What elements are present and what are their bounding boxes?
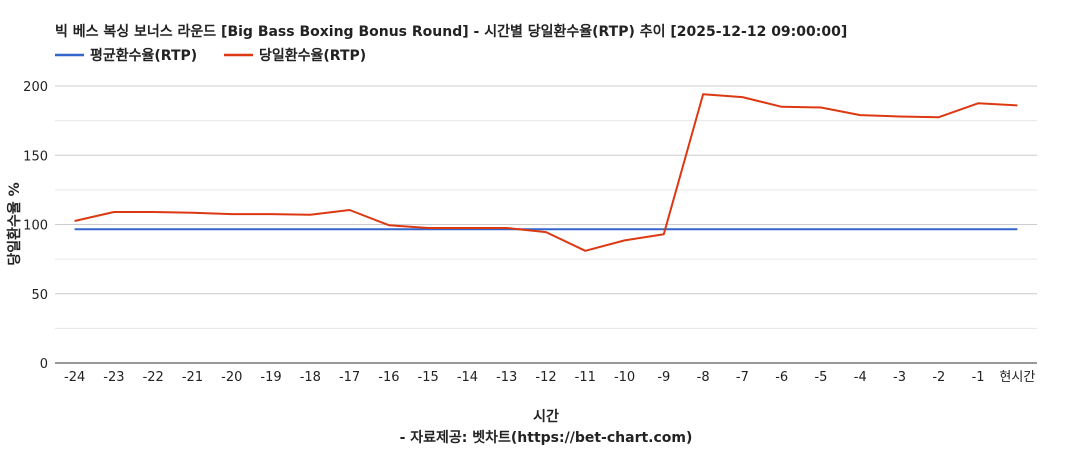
x-axis-ticks: -24 -23 -22 -21 -20 -19 -18 -17 -16 -15 -14 -13 -12 -…	[64, 370, 1035, 385]
y-tick-label: 100	[23, 219, 48, 234]
y-tick-label: 50	[31, 288, 48, 303]
y-axis-title: 당일환수율 %	[6, 182, 23, 265]
x-axis-title: 시간	[533, 408, 559, 425]
x-tick-label: -1	[972, 370, 985, 385]
x-tick-label: -9	[657, 370, 670, 385]
x-tick-label: -23	[103, 370, 124, 385]
x-tick-label: -6	[775, 370, 788, 385]
x-tick-label: -16	[378, 370, 399, 385]
grid	[55, 85, 1037, 364]
x-tick-label: 현시간	[999, 370, 1035, 385]
x-tick-label: -17	[339, 370, 360, 385]
y-axis-ticks: 0 50 100 150 200	[23, 80, 48, 372]
y-tick-label: 200	[23, 80, 48, 95]
x-tick-label: -12	[535, 370, 556, 385]
legend-label-average: 평균환수율(RTP)	[90, 47, 197, 64]
x-tick-label: -3	[893, 370, 906, 385]
x-tick-label: -19	[260, 370, 281, 385]
chart-title: 빅 베스 복싱 보너스 라운드 [Big Bass Boxing Bonus R…	[55, 23, 847, 40]
series-lines	[74, 93, 1018, 252]
x-tick-label: -5	[814, 370, 827, 385]
y-tick-label: 0	[40, 357, 48, 372]
x-tick-label: -14	[457, 370, 478, 385]
x-tick-label: -20	[221, 370, 242, 385]
x-tick-label: -15	[418, 370, 439, 385]
x-tick-label: -7	[736, 370, 749, 385]
x-tick-label: -2	[932, 370, 945, 385]
x-tick-label: -13	[496, 370, 517, 385]
y-tick-label: 150	[23, 149, 48, 164]
x-tick-label: -4	[854, 370, 867, 385]
x-tick-label: -8	[697, 370, 710, 385]
x-tick-label: -22	[143, 370, 164, 385]
daily-rtp-line	[74, 93, 1018, 252]
source-credit: - 자료제공: 벳차트(https://bet-chart.com)	[400, 429, 693, 446]
legend: 평균환수율(RTP) 당일환수율(RTP)	[55, 47, 366, 64]
x-tick-label: -10	[614, 370, 635, 385]
x-tick-label: -24	[64, 370, 85, 385]
x-tick-label: -21	[182, 370, 203, 385]
legend-label-daily: 당일환수율(RTP)	[259, 47, 366, 64]
x-tick-label: -11	[575, 370, 596, 385]
x-tick-label: -18	[300, 370, 321, 385]
